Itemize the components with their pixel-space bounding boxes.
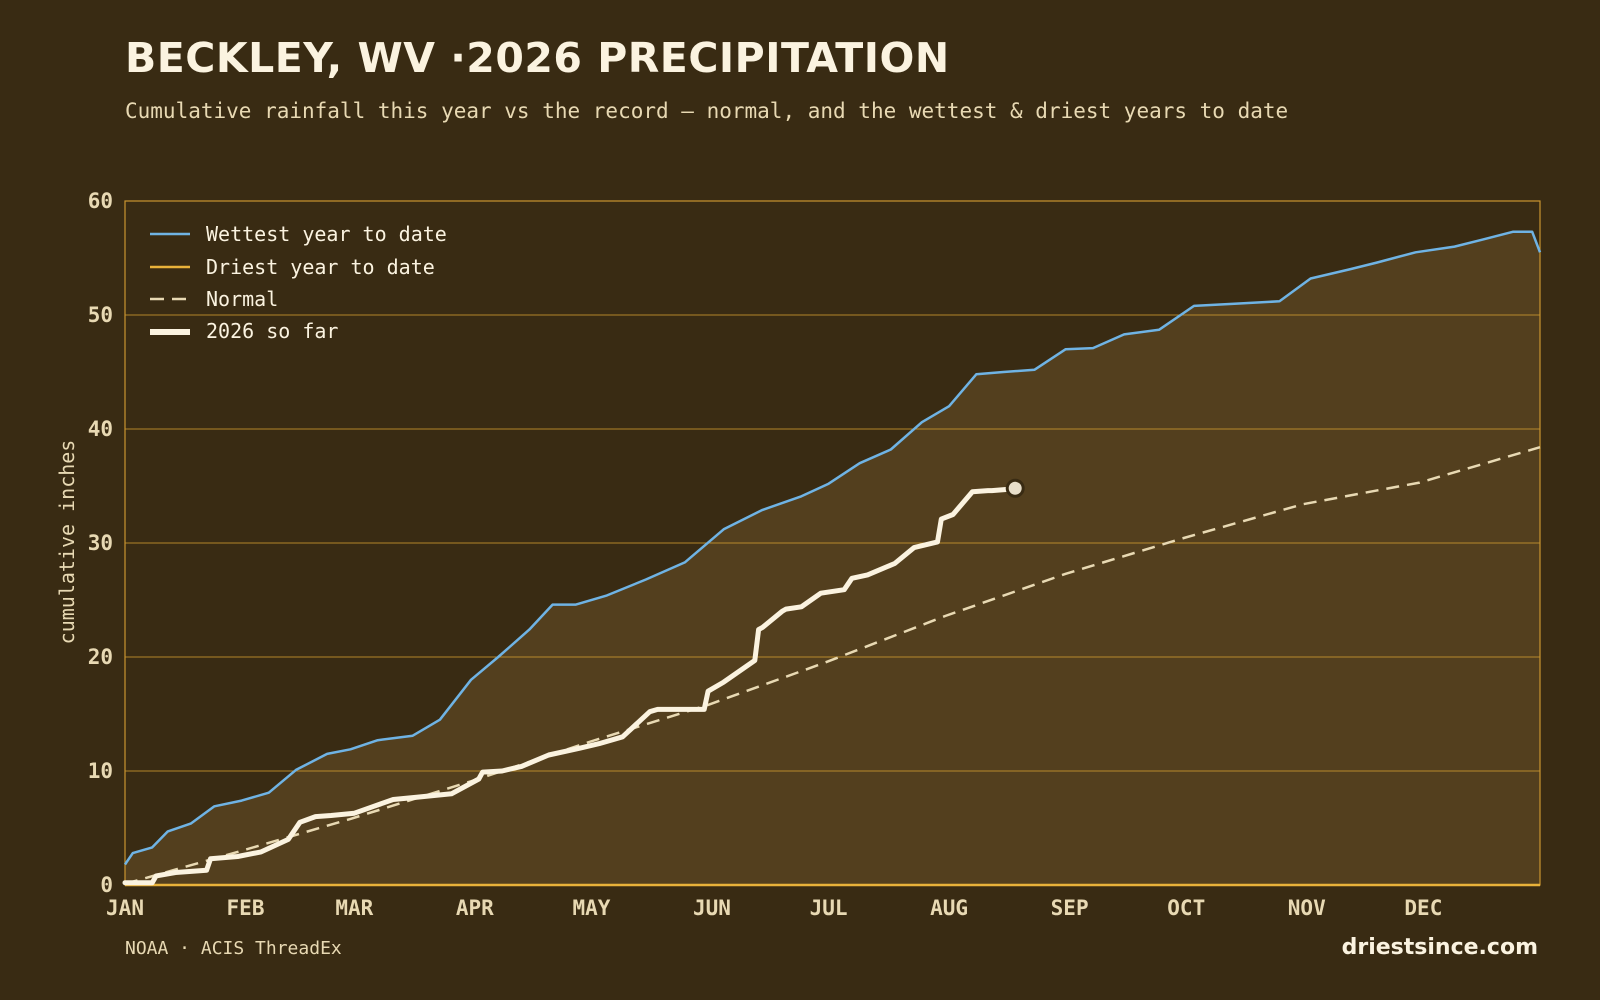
x-tick-label: APR (456, 896, 494, 920)
series-wettest-line (123, 230, 1542, 866)
page-title: BECKLEY, WV ·2026 PRECIPITATION (125, 34, 950, 82)
x-tick-label: JUN (693, 896, 731, 920)
y-tick-label: 30 (88, 531, 113, 555)
y-tick-label: 50 (88, 303, 113, 327)
current-point-marker (1005, 478, 1025, 498)
y-tick-label: 20 (88, 645, 113, 669)
x-tick-labels: JAN FEB MAR APR MAY JUN JUL AUG SEP OCT NOV DEC (106, 896, 1442, 920)
y-tick-label: 60 (88, 189, 113, 213)
series-2026-line (122, 485, 1018, 886)
x-tick-label: JUL (810, 896, 848, 920)
x-tick-label: AUG (930, 896, 968, 920)
legend-label-driest: Driest year to date (206, 255, 435, 279)
data-source: NOAA · ACIS ThreadEx (125, 938, 342, 959)
x-tick-label: OCT (1167, 896, 1205, 920)
x-tick-label: DEC (1404, 896, 1442, 920)
grid-layer (124, 200, 1541, 886)
x-tick-label: JAN (106, 896, 144, 920)
range-band-layer (125, 231, 1540, 886)
x-tick-label: MAR (335, 896, 373, 920)
legend: Wettest year to date Driest year to date… (150, 222, 447, 343)
x-tick-label: SEP (1051, 896, 1089, 920)
x-tick-label: MAY (573, 896, 611, 920)
page-subtitle: Cumulative rainfall this year vs the rec… (125, 99, 1289, 123)
brand-link[interactable]: driestsince.com (1341, 935, 1538, 960)
series-layer (122, 230, 1542, 887)
y-tick-label: 10 (88, 759, 113, 783)
x-tick-label: FEB (227, 896, 265, 920)
y-tick-label: 40 (88, 417, 113, 441)
legend-label-normal: Normal (206, 287, 278, 311)
y-tick-labels: 0 10 20 30 40 50 60 (88, 189, 113, 897)
y-axis-label: cumulative inches (55, 440, 79, 645)
legend-label-current: 2026 so far (206, 319, 338, 343)
series-normal-line (124, 446, 1541, 886)
wettest-driest-band (125, 231, 1540, 886)
legend-label-wettest: Wettest year to date (206, 222, 447, 246)
x-tick-label: NOV (1288, 896, 1326, 920)
y-tick-label: 0 (100, 873, 113, 897)
